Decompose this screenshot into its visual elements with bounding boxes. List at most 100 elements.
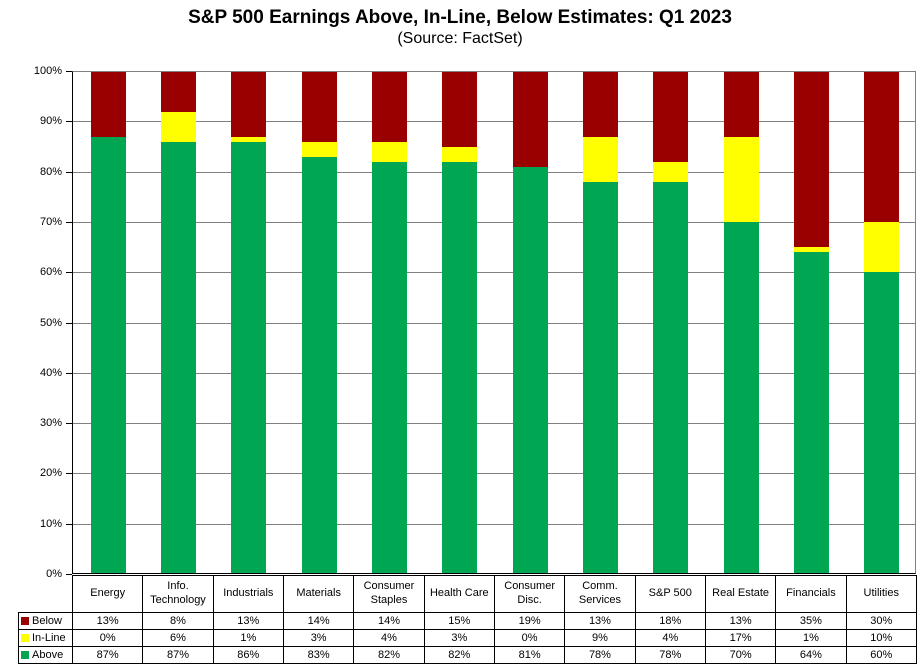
gridline	[73, 523, 915, 525]
category-header-cell: Real Estate	[704, 575, 777, 613]
bar-segment-above	[582, 182, 619, 573]
value-cell: 35%	[775, 612, 847, 630]
value-cell: 13%	[212, 612, 284, 630]
bar-segment-inline	[653, 162, 689, 183]
value-cell: 13%	[71, 612, 144, 630]
category-header-cell: Financials	[775, 575, 847, 613]
value-cell: 6%	[142, 629, 214, 647]
y-axis-tick	[66, 272, 72, 274]
bar-segment-below	[512, 72, 548, 168]
stacked-bar	[160, 72, 197, 573]
stacked-bar	[371, 72, 408, 573]
bar-segment-below	[442, 72, 478, 148]
gridline	[73, 272, 915, 274]
bar-segment-inline	[864, 222, 900, 273]
bar-segment-above	[371, 162, 408, 573]
stacked-bar	[723, 72, 759, 573]
bar-segment-above	[793, 252, 830, 573]
value-cell: 4%	[634, 629, 706, 647]
bar-segment-inline	[582, 137, 619, 183]
table-row: In-Line 0% 6% 1% 3% 4% 3% 0% 9% 4% 17% 1% 10%	[18, 629, 917, 647]
value-cell: 64%	[775, 646, 847, 664]
value-cell: 17%	[704, 629, 777, 647]
bar-segment-inline	[301, 142, 337, 158]
y-axis-tick	[66, 171, 72, 173]
category-header-cell: Utilities	[845, 575, 917, 613]
value-cell: 70%	[704, 646, 777, 664]
value-cell: 0%	[493, 629, 566, 647]
chart-title: S&P 500 Earnings Above, In-Line, Below E…	[188, 7, 732, 28]
y-axis-tick	[66, 372, 72, 374]
bar-segment-below	[582, 72, 619, 138]
gridline	[73, 121, 915, 123]
stacked-bar	[582, 72, 619, 573]
value-cell: 1%	[212, 629, 284, 647]
table-row: Above 87% 87% 86% 83% 82% 82% 81% 78% 78% 70% 64% 60…	[18, 646, 917, 664]
bar-segment-below	[160, 72, 197, 113]
value-cell: 19%	[493, 612, 566, 630]
stacked-bar	[90, 72, 126, 573]
legend-cell-above: Above	[18, 646, 73, 664]
value-cell: 82%	[353, 646, 425, 664]
bar-segment-inline	[793, 247, 830, 253]
category-header-cell: Consumer Staples	[353, 575, 425, 613]
y-axis-tick	[66, 71, 72, 72]
gridline	[73, 221, 915, 223]
category-header-cell: Health Care	[423, 575, 495, 613]
gridline	[73, 171, 915, 173]
y-axis-tick	[66, 473, 72, 475]
y-axis-label: 50%	[39, 316, 62, 329]
y-axis-label: 0%	[46, 568, 62, 580]
value-cell: 14%	[353, 612, 425, 630]
bar-segment-below	[864, 72, 900, 223]
plot-area	[72, 71, 916, 574]
stacked-bar	[512, 72, 548, 573]
bar-segment-inline	[231, 137, 267, 143]
y-axis-label: 70%	[39, 215, 62, 228]
y-axis-label: 100%	[33, 65, 62, 77]
value-cell: 14%	[282, 612, 355, 630]
stacked-bar	[231, 72, 267, 573]
bar-segment-above	[301, 157, 337, 573]
bar-segment-below	[653, 72, 689, 163]
stacked-bar	[793, 72, 830, 573]
value-cell: 4%	[353, 629, 425, 647]
y-axis-tick	[66, 121, 72, 123]
value-cell: 3%	[282, 629, 355, 647]
bar-segment-below	[90, 72, 126, 138]
bar-segment-below	[793, 72, 830, 248]
legend-cell-below: Below	[18, 612, 73, 630]
value-cell: 78%	[564, 646, 636, 664]
bar-segment-inline	[442, 147, 478, 163]
value-cell: 87%	[71, 646, 144, 664]
category-header-cell: S&P 500	[634, 575, 706, 613]
gridline	[73, 473, 915, 475]
legend-cell-in-line: In-Line	[18, 629, 73, 647]
y-axis-label: 90%	[39, 115, 62, 128]
value-cell: 0%	[71, 629, 144, 647]
value-cell: 15%	[423, 612, 495, 630]
y-axis-tick	[66, 423, 72, 425]
bar-segment-above	[723, 222, 759, 573]
y-axis-label: 30%	[39, 417, 62, 430]
value-cell: 86%	[212, 646, 284, 664]
category-header-cell: Energy	[71, 575, 144, 613]
stacked-bar	[301, 72, 337, 573]
value-cell: 81%	[493, 646, 566, 664]
category-header-cell: Info. Technology	[142, 575, 214, 613]
table-row: Below 13% 8% 13% 14% 14% 15% 19% 13% 18% 13% 35% 30%	[18, 612, 917, 630]
value-cell: 18%	[634, 612, 706, 630]
value-cell: 60%	[845, 646, 917, 664]
y-axis-label: 20%	[39, 467, 62, 480]
bar-segment-above	[231, 142, 267, 573]
value-cell: 8%	[142, 612, 214, 630]
y-axis-label: 60%	[39, 266, 62, 279]
legend-swatch-in-line-icon	[21, 634, 29, 642]
category-header-cell: Consumer Disc.	[493, 575, 566, 613]
bar-segment-above	[864, 272, 900, 573]
bar-segment-below	[723, 72, 759, 138]
y-axis-tick	[66, 574, 72, 575]
bar-segment-above	[512, 167, 548, 573]
bar-segment-above	[160, 142, 197, 573]
